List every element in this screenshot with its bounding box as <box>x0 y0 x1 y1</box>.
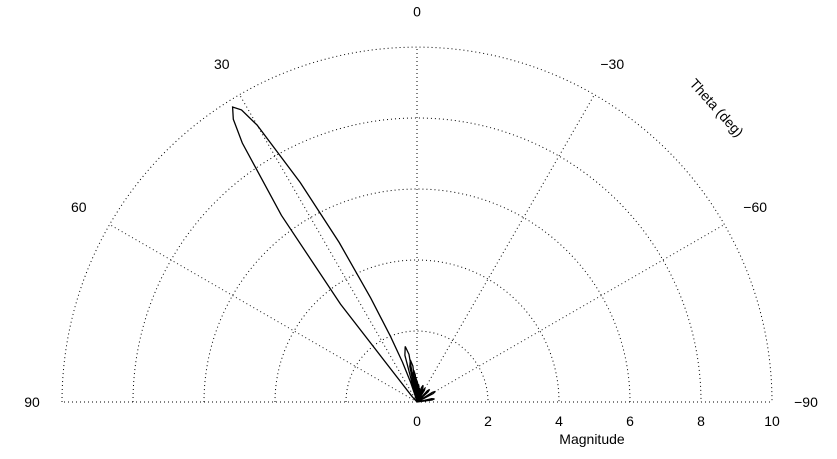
grid-spoke-30 <box>239 94 418 403</box>
angle-tick-30: 30 <box>214 56 230 72</box>
radial-tick-4: 4 <box>555 413 563 429</box>
grid-spoke--60 <box>416 224 725 403</box>
angle-tick--90: −90 <box>794 394 818 410</box>
radial-tick-2: 2 <box>484 413 492 429</box>
angle-tick-labels: 0 30 −30 60 −60 90 −90 <box>24 4 818 411</box>
grid-spoke--30 <box>416 94 595 403</box>
radial-tick-8: 8 <box>697 413 705 429</box>
grid-spoke-60 <box>109 224 418 403</box>
radial-tick-labels: 0 2 4 6 8 10 <box>413 413 780 429</box>
angle-tick-60: 60 <box>71 199 87 215</box>
grid-ring-6 <box>203 188 631 403</box>
radiation-pattern-line <box>231 106 436 403</box>
radial-tick-6: 6 <box>626 413 634 429</box>
angle-tick--60: −60 <box>743 199 767 215</box>
angle-tick--30: −30 <box>600 56 624 72</box>
grid-ring-8 <box>132 117 702 403</box>
grid-ring-2 <box>345 330 489 403</box>
radial-tick-10: 10 <box>764 413 780 429</box>
angle-tick-0: 0 <box>413 4 421 20</box>
theta-axis-label: Theta (deg) <box>687 75 747 139</box>
radial-tick-0: 0 <box>413 413 421 429</box>
angle-tick-90: 90 <box>24 394 40 410</box>
polar-grid <box>61 46 773 403</box>
x-axis-label: Magnitude <box>559 431 625 447</box>
grid-ring-10 <box>61 46 773 403</box>
